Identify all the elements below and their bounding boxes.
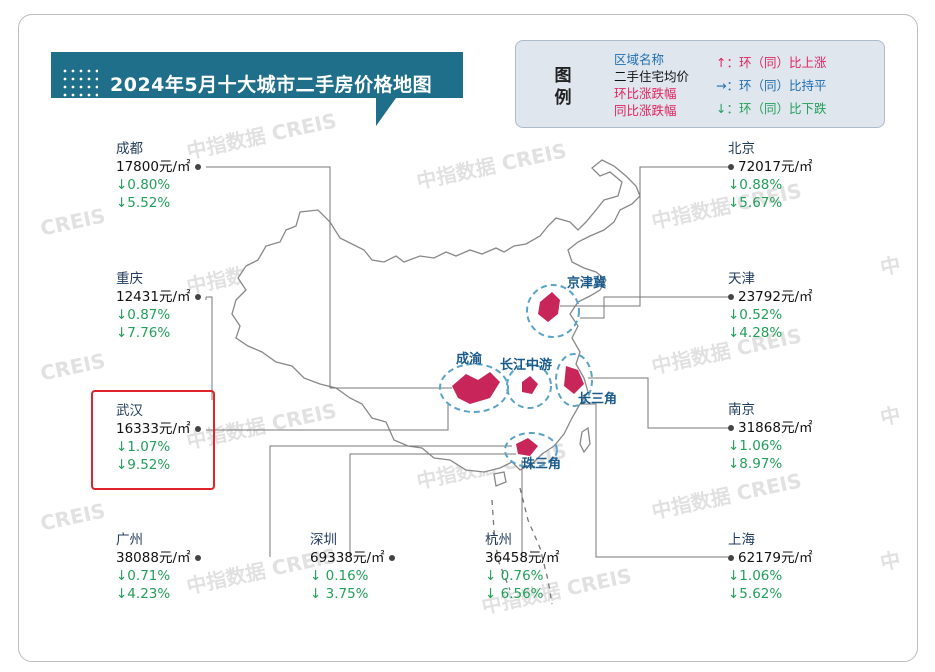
region-chengyu [439,363,509,413]
city-name: 武汉 [116,403,143,419]
city-name: 北京 [728,141,755,157]
city-mom: ↓1.06% [728,438,783,454]
city-yoy: ↓7.76% [116,325,171,341]
city-name: 上海 [728,532,755,548]
city-name: 广州 [116,532,143,548]
region-zhusanjiao [504,432,558,468]
legend-up-symbol: ↑： [716,55,739,70]
connector-lines [205,166,728,558]
page-title: 2024年5月十大城市二手房价格地图 [110,74,433,96]
city-price: 12431元/㎡ [116,288,201,306]
legend-key-yoy: 同比涨跌幅 [614,103,677,118]
city-mom: ↓0.87% [116,307,171,323]
city-price: 31868元/㎡ [728,419,813,437]
city-mom: ↓ 0.76% [485,568,544,584]
city-name: 天津 [728,271,755,287]
city-name: 南京 [728,402,755,418]
city-yoy: ↓ 6.56% [485,586,544,602]
city-yoy: ↓4.28% [728,325,783,341]
city-name: 杭州 [485,532,512,548]
city-mom: ↓1.07% [116,439,171,455]
city-yoy: ↓5.62% [728,586,783,602]
city-price: 36458元/㎡ [485,550,560,566]
city-yoy: ↓ 3.75% [310,586,369,602]
legend-title-char: 图 [554,66,572,86]
region-changjiang [506,363,552,409]
city-name: 深圳 [310,532,337,548]
legend-down-text: 环（同）比下跌 [738,101,827,116]
city-chengdu: 成都 17800元/㎡ ↓0.80% ↓5.52% [116,140,201,212]
legend-title: 图 例 [552,65,574,109]
city-price: 23792元/㎡ [728,288,813,306]
city-guangzhou: 广州 38088元/㎡ ↓0.71% ↓4.23% [116,531,201,603]
city-nanjing: 南京 31868元/㎡ ↓1.06% ↓8.97% [728,401,813,473]
region-changsanjiao [555,353,593,407]
region-label-changsanjiao: 长三角 [578,392,618,407]
city-name: 重庆 [116,271,143,287]
legend-title-char: 例 [554,88,572,108]
city-yoy: ↓8.97% [728,456,783,472]
city-beijing: 北京 72017元/㎡ ↓0.88% ↓5.67% [728,140,813,212]
legend-flat-text: 环（同）比持平 [738,78,827,93]
city-price: 16333元/㎡ [116,420,201,438]
city-price: 17800元/㎡ [116,158,201,176]
city-yoy: ↓4.23% [116,586,171,602]
city-shanghai: 上海 62179元/㎡ ↓1.06% ↓5.62% [728,531,813,603]
legend-box: 图 例 区域名称 二手住宅均价 环比涨跌幅 同比涨跌幅 ↑：环（同）比上涨 →：… [515,40,885,128]
hainan-outline [493,471,507,487]
city-wuhan: 武汉 16333元/㎡ ↓1.07% ↓9.52% [116,402,201,474]
legend-key-list: 区域名称 二手住宅均价 环比涨跌幅 同比涨跌幅 [614,51,689,119]
legend-flat: →：环（同）比持平 [716,74,827,97]
city-price: 38088元/㎡ [116,549,201,567]
legend-key-price: 二手住宅均价 [614,69,690,84]
legend-up: ↑：环（同）比上涨 [716,51,827,74]
city-mom: ↓0.71% [116,568,171,584]
legend-key-mom: 环比涨跌幅 [614,86,677,101]
title-banner [51,52,463,126]
city-price: 72017元/㎡ [728,158,813,176]
city-mom: ↓ 0.16% [310,568,369,584]
city-chongqing: 重庆 12431元/㎡ ↓0.87% ↓7.76% [116,270,201,342]
city-yoy: ↓5.67% [728,195,783,211]
city-price: 69338元/㎡ [310,549,395,567]
city-name: 成都 [116,141,143,157]
city-hangzhou: 杭州 36458元/㎡ ↓ 0.76% ↓ 6.56% [485,531,560,603]
city-shenzhen: 深圳 69338元/㎡ ↓ 0.16% ↓ 3.75% [310,531,395,603]
legend-up-text: 环（同）比上涨 [738,55,827,70]
city-yoy: ↓9.52% [116,457,171,473]
china-outline [231,159,641,473]
legend-down: ↓：环（同）比下跌 [716,97,827,120]
south-sea-dashes [519,487,553,605]
region-label-jingjinji: 京津冀 [567,276,607,291]
city-mom: ↓0.80% [116,177,171,193]
taiwan-outline [579,426,591,454]
legend-symbol-list: ↑：环（同）比上涨 →：环（同）比持平 ↓：环（同）比下跌 [716,51,827,120]
city-price: 62179元/㎡ [728,549,813,567]
city-mom: ↓1.06% [728,568,783,584]
legend-down-symbol: ↓： [716,101,739,116]
legend-flat-symbol: →： [716,78,739,93]
region-label-changjiang: 长江中游 [500,358,553,373]
city-mom: ↓0.52% [728,307,783,323]
grid-dots-icon [63,69,98,97]
region-label-zhusanjiao: 珠三角 [522,457,562,472]
wuhan-highlight-box [91,390,215,490]
legend-key-region: 区域名称 [614,52,665,67]
city-mom: ↓0.88% [728,177,783,193]
region-jingjinji [526,284,580,338]
city-tianjin: 天津 23792元/㎡ ↓0.52% ↓4.28% [728,270,813,342]
region-label-chengyu: 成渝 [456,352,483,367]
city-yoy: ↓5.52% [116,195,171,211]
